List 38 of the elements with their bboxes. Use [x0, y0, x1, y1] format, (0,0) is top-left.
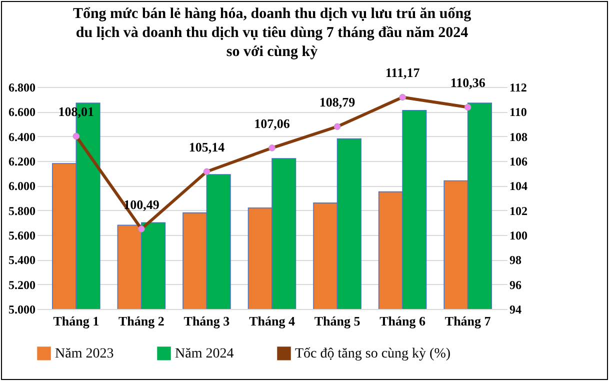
y-tick-label: 6.400	[8, 130, 36, 144]
x-tick-label: Tháng 2	[118, 314, 164, 328]
y2-tick-label: 110	[510, 105, 527, 120]
x-tick-label: Tháng 4	[249, 314, 296, 328]
data-label: 108,79	[319, 94, 356, 110]
x-tick-label: Tháng 7	[444, 314, 492, 328]
y-tick-label: 6.200	[8, 154, 36, 168]
y-tick-label: 5.400	[8, 253, 36, 268]
data-label: 108,01	[58, 104, 94, 120]
x-tick-label: Tháng 1	[53, 314, 100, 328]
y-tick-label: 6.000	[8, 179, 36, 194]
y2-tick-label: 104	[510, 179, 528, 194]
chart-title: Tổng mức bán lẻ hàng hóa, doanh thu dịch vụ lưu trú ăn uống du lịch và doanh thu dịch vụ tiêu dùng 7 tháng đầu năm 2024 so với cùng kỳ	[72, 6, 472, 60]
data-label: 107,06	[254, 116, 290, 131]
y-tick-label: 6.800	[8, 80, 36, 94]
y2-tick-label: 100	[510, 228, 528, 242]
data-label: 111,17	[385, 65, 420, 80]
y2-tick-label: 96	[510, 278, 522, 292]
y2-tick-label: 108	[510, 130, 528, 144]
y-tick-label: 5.200	[8, 278, 36, 292]
legend-label: Năm 2023	[55, 346, 114, 362]
y-tick-label: 5.000	[8, 302, 36, 316]
legend-label: Tốc độ tăng so cùng kỳ (%)	[295, 346, 451, 362]
y-tick-label: 5.800	[8, 204, 36, 218]
data-label: 100,49	[124, 196, 160, 212]
data-label: 110,36	[450, 75, 486, 90]
x-tick-label: Tháng 3	[184, 314, 230, 328]
y2-tick-label: 112	[510, 80, 527, 94]
y2-tick-label: 102	[510, 204, 528, 218]
y2-tick-label: 98	[510, 253, 522, 268]
x-tick-label: Tháng 5	[314, 314, 361, 328]
legend-label: Năm 2024	[175, 346, 234, 362]
data-label: 105,14	[188, 140, 226, 155]
y-tick-label: 5.600	[8, 228, 36, 242]
y-tick-label: 6.600	[8, 105, 36, 120]
x-tick-label: Tháng 6	[380, 314, 426, 328]
y2-tick-label: 106	[510, 154, 528, 168]
y2-tick-label: 94	[510, 302, 522, 316]
